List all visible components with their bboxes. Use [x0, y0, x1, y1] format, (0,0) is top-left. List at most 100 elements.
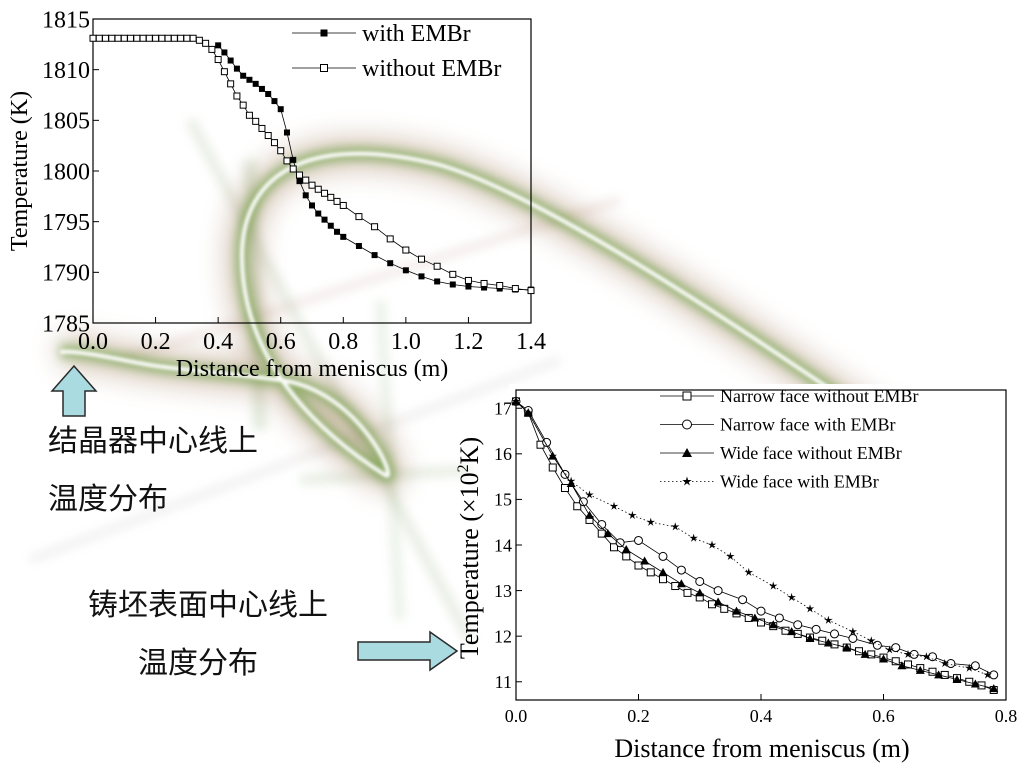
- c1-point-0: [434, 278, 441, 285]
- c2-point-2: [989, 684, 999, 693]
- c1-point-1: [402, 246, 410, 254]
- c1-point-1: [133, 34, 141, 42]
- mold-caption-line-1: 结晶器中心线上: [48, 424, 258, 459]
- c1-point-1: [302, 176, 310, 184]
- c1-point-0: [387, 260, 394, 267]
- c1-point-1: [252, 117, 260, 125]
- c1-point-1: [214, 56, 222, 64]
- c1-point-1: [114, 34, 122, 42]
- c2-x-tick-label: 0.8: [995, 706, 1018, 726]
- c1-point-1: [189, 34, 197, 42]
- c1-point-1: [314, 185, 322, 193]
- c1-point-0: [315, 210, 322, 217]
- c1-point-1: [355, 213, 363, 221]
- c1-point-0: [371, 252, 378, 259]
- strand-temperature-chart: 0.0 0.2 0.4 0.6 0.8 11 12 13 14 15 16 17 Narrow fac…: [455, 384, 1017, 763]
- c2-point-3: [744, 567, 754, 576]
- c1-point-1: [333, 197, 341, 205]
- c1-point-0: [402, 267, 409, 274]
- c2-point-0: [597, 529, 606, 538]
- c1-legend-label-0: with EMBr: [362, 21, 471, 47]
- c2-point-3: [922, 652, 931, 661]
- c2-point-3: [585, 490, 594, 499]
- c1-point-1: [527, 287, 535, 295]
- c1-point-0: [449, 281, 456, 288]
- c2-legend-label-0: Narrow face without EMBr: [720, 386, 918, 406]
- c2-point-3: [670, 522, 680, 531]
- c1-point-0: [334, 228, 341, 235]
- c2-point-2: [676, 579, 686, 588]
- chart2-y-axis-title: Temperature (×102K): [455, 437, 484, 659]
- c2-legend-marker-0: [682, 391, 692, 401]
- c2-y-tick-label: 12: [494, 626, 512, 646]
- c1-point-0: [240, 72, 247, 79]
- c2-point-1: [542, 437, 552, 447]
- c1-x-tick-label: 0.4: [203, 329, 233, 355]
- c1-legend-marker-1: [320, 64, 328, 72]
- c2-point-0: [867, 650, 876, 659]
- c2-point-1: [970, 661, 980, 671]
- c1-y-tick-label: 1800: [42, 159, 90, 185]
- c2-point-2: [768, 620, 778, 629]
- c2-point-2: [658, 567, 668, 576]
- c1-point-0: [290, 156, 297, 163]
- c2-y-tick-label: 14: [494, 535, 512, 555]
- strand-caption-line-2: 温度分布: [138, 646, 258, 681]
- c1-y-tick-label: 1810: [42, 58, 90, 84]
- c1-point-1: [95, 34, 103, 42]
- c2-point-0: [904, 660, 912, 669]
- c2-legend-label-1: Narrow face with EMBr: [720, 414, 895, 434]
- c1-y-tick-label: 1815: [42, 7, 90, 33]
- c2-y-tick-label: 11: [495, 672, 512, 692]
- c2-y-tick-label: 17: [494, 399, 512, 419]
- c1-point-1: [233, 92, 241, 100]
- c1-x-tick-label: 0.6: [266, 329, 296, 355]
- c1-point-0: [258, 85, 265, 92]
- c1-point-0: [221, 49, 228, 56]
- c1-point-1: [308, 181, 316, 189]
- c1-x-tick-label: 0.0: [78, 329, 108, 355]
- c2-point-2: [585, 510, 594, 519]
- c1-point-1: [371, 223, 379, 231]
- c1-x-tick-label: 1.4: [516, 329, 546, 355]
- c2-point-2: [805, 633, 815, 642]
- c1-y-tick-label: 1785: [42, 311, 90, 337]
- c2-point-2: [603, 529, 613, 538]
- c2-point-0: [659, 575, 667, 584]
- c2-point-1: [695, 576, 705, 586]
- c2-point-3: [726, 551, 735, 561]
- c1-point-1: [449, 270, 457, 278]
- c1-point-1: [264, 132, 272, 140]
- chart1-y-axis-title: Temperature (K): [7, 91, 33, 251]
- c1-point-1: [386, 235, 394, 243]
- c1-point-0: [265, 90, 272, 97]
- c2-point-3: [511, 396, 521, 406]
- c2-point-0: [891, 657, 900, 666]
- c2-point-3: [628, 510, 637, 520]
- c2-point-2: [713, 597, 723, 606]
- c1-point-0: [309, 202, 315, 209]
- c1-point-1: [102, 34, 110, 42]
- c2-point-2: [860, 649, 870, 658]
- c1-point-0: [283, 129, 290, 136]
- c2-x-tick-label: 0.0: [505, 706, 528, 726]
- chart1-legend: with EMBr without EMBr: [292, 21, 501, 82]
- c1-point-0: [227, 57, 234, 64]
- c1-point-0: [418, 273, 425, 280]
- glow-decoration: [28, 117, 897, 643]
- c2-point-2: [621, 545, 631, 554]
- c2-point-1: [634, 535, 643, 545]
- c2-point-1: [909, 649, 919, 659]
- strand-caption-line-1: 铸坯表面中心线上: [88, 588, 328, 623]
- c2-point-3: [964, 663, 974, 672]
- c1-x-tick-label: 0.8: [328, 329, 358, 355]
- c2-point-1: [713, 586, 723, 596]
- c2-point-1: [756, 606, 766, 616]
- c2-point-2: [640, 556, 650, 565]
- c2-point-1: [946, 659, 956, 669]
- c1-point-1: [145, 34, 153, 42]
- c2-point-3: [983, 670, 992, 679]
- c2-point-0: [683, 588, 692, 597]
- c2-point-1: [738, 595, 748, 605]
- c2-point-0: [928, 667, 937, 676]
